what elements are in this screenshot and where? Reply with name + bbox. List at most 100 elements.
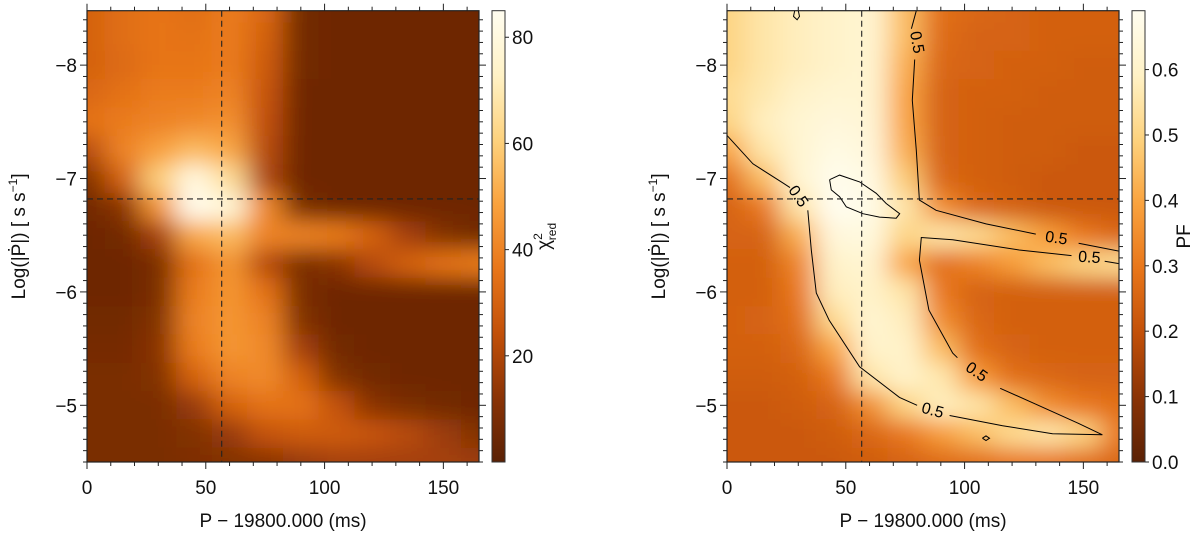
heatmap-cell (247, 419, 284, 449)
heatmap-cell (816, 10, 853, 24)
heatmap-cell (816, 447, 853, 462)
heatmap-cell (923, 135, 960, 165)
heatmap-cell (727, 334, 746, 364)
heatmap-cell (744, 249, 781, 279)
heatmap-cell (780, 334, 817, 364)
heatmap-cell (1065, 306, 1102, 335)
heatmap-cell (87, 277, 106, 307)
heatmap-cell (744, 192, 781, 222)
heatmap-cell (461, 79, 479, 109)
heatmap-cell (354, 334, 391, 364)
colorbar-tick-label: 20 (512, 347, 533, 368)
heatmap-cell (283, 192, 320, 222)
heatmap-cell (923, 79, 960, 109)
heatmap-cell (247, 447, 284, 462)
heatmap-cell (851, 221, 888, 250)
heatmap-cell (87, 22, 106, 52)
heatmap-cell (87, 334, 106, 364)
heatmap-cell (354, 306, 391, 335)
heatmap-cell (87, 391, 106, 420)
heatmap-cell (780, 107, 817, 137)
heatmap-cell (994, 249, 1031, 279)
heatmap-cell (211, 107, 248, 137)
heatmap-cell (389, 50, 427, 80)
heatmap-cell (211, 192, 248, 222)
heatmap-cell (727, 10, 746, 24)
contour-line (1078, 242, 1119, 252)
heatmap-cell (104, 135, 141, 165)
heatmap-cell (87, 362, 106, 392)
plot-frame (726, 10, 1120, 463)
heatmap-cell (1029, 249, 1067, 279)
heatmap-cell (354, 277, 391, 307)
colorbar-tick-label: 0.3 (1152, 257, 1178, 278)
heatmap-cell (887, 249, 924, 279)
heatmap-cell (780, 22, 817, 52)
heatmap-cell (780, 249, 817, 279)
heatmap-cell (104, 192, 141, 222)
heatmap-cell (923, 192, 960, 222)
heatmap-cell (744, 306, 781, 335)
colorbar-tick-label: 0.0 (1152, 453, 1178, 474)
heatmap-cell (425, 164, 462, 194)
heatmap-cell (1029, 362, 1067, 392)
heatmap-cell (727, 249, 746, 279)
heatmap-cell (389, 362, 427, 392)
heatmap-cell (283, 334, 320, 364)
heatmap-cell (354, 391, 391, 420)
heatmap-cell (176, 447, 213, 462)
heatmap-cell (780, 192, 817, 222)
heatmap-cell (780, 164, 817, 194)
heatmap-cell (247, 362, 284, 392)
heatmap-cell (140, 249, 177, 279)
heatmap-cell (104, 334, 141, 364)
heatmap-cell (923, 306, 960, 335)
heatmap-cell (461, 391, 479, 420)
heatmap-cell (958, 334, 995, 364)
heatmap-cell (318, 50, 355, 80)
heatmap-cell (318, 447, 355, 462)
heatmap-cell (140, 419, 177, 449)
heatmap-cell (1101, 419, 1119, 449)
heatmap-cell (958, 362, 995, 392)
heatmap-cell (461, 164, 479, 194)
heatmap-cell (1101, 22, 1119, 52)
heatmap-cell (816, 107, 853, 137)
heatmap-cell (461, 334, 479, 364)
heatmap-cell (425, 249, 462, 279)
heatmap-cell (1029, 277, 1067, 307)
heatmap-cell (816, 135, 853, 165)
heatmap-cell (994, 334, 1031, 364)
heatmap-cell (958, 192, 995, 222)
heatmap-cell (104, 107, 141, 137)
heatmap-cell (744, 334, 781, 364)
heatmap-cell (211, 362, 248, 392)
heatmap-cell (354, 362, 391, 392)
heatmap-cell (744, 447, 781, 462)
heatmap-cell (958, 419, 995, 449)
x-tick-label: 150 (1068, 478, 1100, 499)
heatmap-cell (461, 362, 479, 392)
heatmap-cell (887, 107, 924, 137)
heatmap-cell (727, 107, 746, 137)
y-tick-label: −8 (55, 56, 77, 77)
heatmap-area (727, 10, 1119, 462)
heatmap-cell (1065, 135, 1102, 165)
heatmap-cell (87, 192, 106, 222)
x-tick-label: 50 (835, 478, 856, 499)
contour-line (727, 135, 791, 189)
heatmap-cell (425, 10, 462, 24)
heatmap-cell (318, 277, 355, 307)
heatmap-cell (923, 277, 960, 307)
heatmap-cell (211, 135, 248, 165)
contour-line (982, 435, 991, 442)
heatmap-cell (318, 79, 355, 109)
colorbar (491, 10, 506, 463)
contour-line (949, 387, 1103, 436)
heatmap-cell (744, 10, 781, 24)
heatmap-cell (727, 22, 746, 52)
heatmap-cell (1101, 334, 1119, 364)
heatmap-cell (851, 10, 888, 24)
colorbar-tick-label: 40 (512, 241, 533, 262)
heatmap-cell (1101, 79, 1119, 109)
